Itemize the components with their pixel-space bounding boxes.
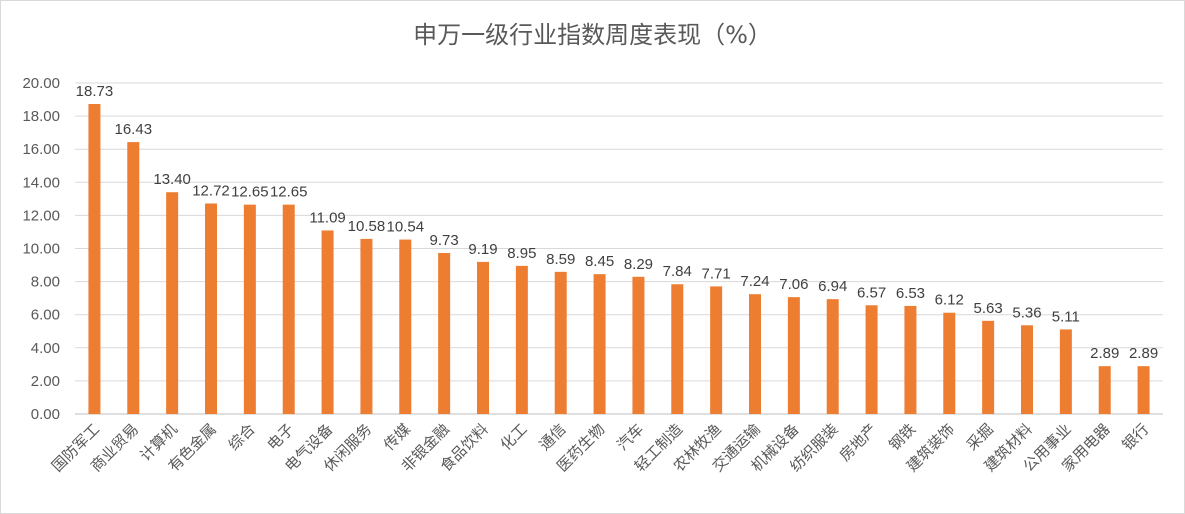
- bar: [477, 261, 489, 414]
- bar: [127, 142, 140, 414]
- bar: [243, 204, 256, 414]
- category-label: 传媒: [380, 420, 414, 454]
- data-label: 9.19: [468, 241, 497, 258]
- bar: [749, 294, 761, 414]
- y-tick-label: 4.00: [31, 340, 60, 357]
- data-label: 5.63: [974, 300, 1003, 317]
- chart-title: 申万一级行业指数周度表现（%）: [413, 21, 772, 49]
- data-label: 6.94: [818, 278, 847, 295]
- data-label: 13.40: [153, 171, 191, 188]
- bar: [710, 286, 723, 414]
- data-label: 8.45: [585, 253, 614, 270]
- category-label: 汽车: [613, 420, 647, 454]
- bar: [360, 238, 373, 414]
- data-label: 8.95: [507, 245, 536, 262]
- y-tick-label: 10.00: [22, 241, 60, 258]
- data-label: 7.84: [663, 263, 692, 280]
- y-tick-label: 14.00: [22, 174, 60, 191]
- data-label: 9.73: [430, 232, 459, 249]
- data-label: 12.65: [231, 184, 269, 201]
- data-label: 8.29: [624, 256, 653, 273]
- data-label: 6.12: [935, 292, 964, 309]
- bar: [1098, 366, 1111, 414]
- bar: [321, 230, 334, 414]
- bar: [438, 252, 451, 414]
- bar: [1137, 366, 1150, 414]
- category-label: 房地产: [836, 420, 881, 465]
- data-label: 6.53: [896, 285, 925, 302]
- category-label: 电子: [264, 420, 298, 454]
- category-label: 综合: [225, 420, 259, 454]
- bar: [943, 312, 956, 414]
- data-label: 7.71: [702, 265, 731, 282]
- category-label: 化工: [497, 420, 531, 454]
- data-label: 5.36: [1012, 304, 1041, 321]
- bar: [166, 192, 179, 414]
- bar: [515, 265, 528, 414]
- bar: [554, 271, 567, 414]
- y-tick-label: 20.00: [22, 75, 60, 92]
- bar: [865, 305, 878, 414]
- bar: [88, 104, 101, 415]
- category-label: 采掘: [963, 420, 997, 454]
- bar: [399, 239, 412, 414]
- bar: [1059, 329, 1072, 414]
- data-label: 6.57: [857, 284, 886, 301]
- bar: [205, 203, 217, 414]
- bar: [1021, 325, 1033, 414]
- data-label: 12.72: [192, 182, 230, 199]
- data-label: 8.59: [546, 251, 575, 268]
- category-label: 通信: [536, 420, 570, 454]
- data-label: 7.06: [779, 276, 808, 293]
- bar: [632, 276, 645, 414]
- bar: [904, 305, 917, 414]
- data-label: 7.24: [740, 273, 769, 290]
- data-label: 11.09: [309, 209, 345, 226]
- y-tick-label: 8.00: [31, 274, 60, 291]
- data-label: 16.43: [115, 121, 153, 138]
- y-tick-label: 16.00: [22, 141, 60, 158]
- y-tick-label: 6.00: [31, 307, 60, 324]
- y-tick-label: 18.00: [22, 108, 60, 125]
- category-label: 银行: [1118, 420, 1152, 454]
- data-label: 10.58: [348, 218, 386, 235]
- bar: [787, 297, 800, 414]
- data-label: 18.73: [76, 83, 114, 100]
- data-label: 10.54: [387, 219, 425, 236]
- data-label: 12.65: [270, 184, 308, 201]
- y-tick-label: 2.00: [31, 373, 60, 390]
- bar: [593, 274, 606, 414]
- data-label: 5.11: [1052, 308, 1080, 325]
- category-label: 钢铁: [885, 420, 919, 454]
- data-label: 2.89: [1090, 345, 1119, 362]
- bar: [282, 204, 295, 414]
- data-label: 2.89: [1129, 345, 1158, 362]
- y-tick-label: 12.00: [22, 207, 60, 224]
- bar: [826, 299, 839, 414]
- bar: [671, 284, 684, 414]
- bar: [982, 320, 995, 414]
- y-tick-label: 0.00: [31, 406, 60, 423]
